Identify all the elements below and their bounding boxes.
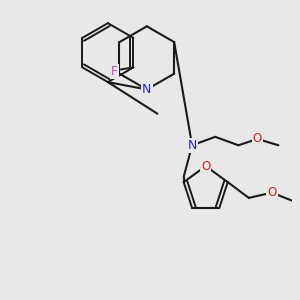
Text: N: N [188,139,197,152]
Text: N: N [142,83,152,96]
Text: O: O [253,132,262,146]
Text: F: F [111,65,118,78]
Text: O: O [267,186,277,199]
Text: O: O [201,160,210,172]
